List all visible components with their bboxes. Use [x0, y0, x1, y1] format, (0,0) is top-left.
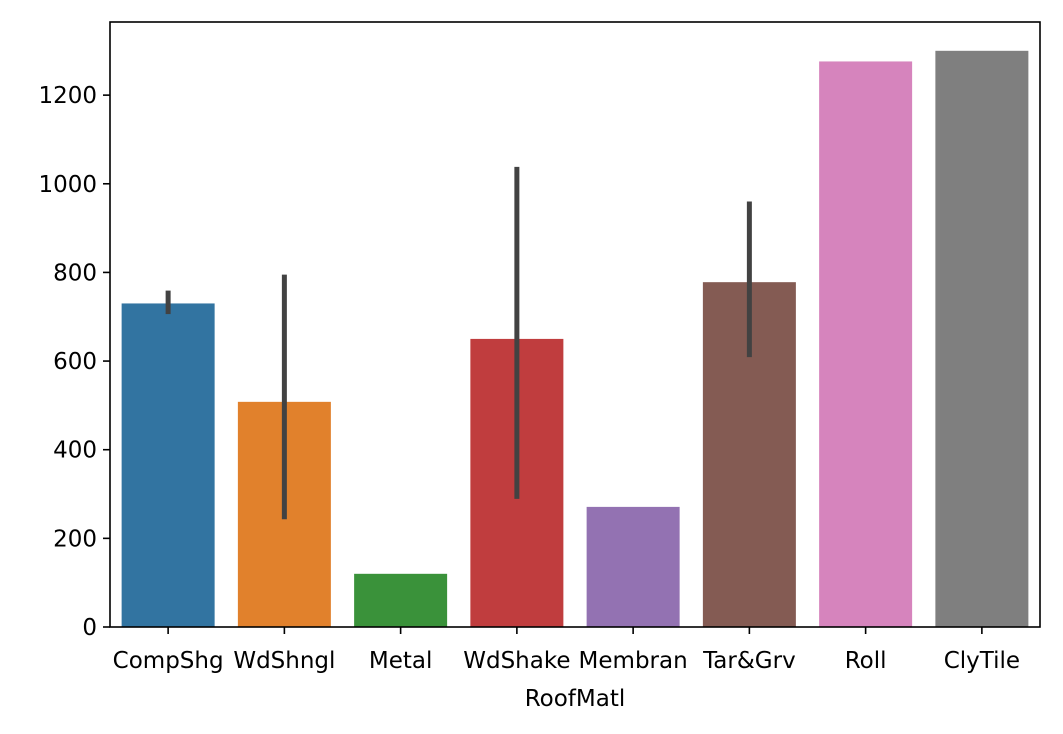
plot-frame — [109, 21, 1041, 628]
x-axis-title: RoofMatl — [525, 686, 626, 712]
x-tick-label-tar-grv: Tar&Grv — [702, 648, 796, 674]
x-tick-label-membran: Membran — [579, 648, 688, 674]
y-tick-label-800: 800 — [53, 260, 97, 286]
y-tick-label-200: 200 — [53, 526, 97, 552]
error-bars-group — [165, 166, 752, 520]
bars-group — [121, 50, 1029, 628]
x-tick-label-wdshngl: WdShngl — [233, 648, 335, 674]
bar-roll — [819, 61, 913, 627]
y-tick-label-1000: 1000 — [38, 172, 97, 198]
x-tick-label-compshg: CompShg — [113, 648, 224, 674]
bar-clytile — [935, 50, 1029, 628]
y-tick-label-0: 0 — [82, 615, 97, 641]
x-tick-label-metal: Metal — [369, 648, 433, 674]
y-axis: 0 200 400 600 800 1000 1200 — [38, 83, 110, 641]
x-tick-label-roll: Roll — [845, 648, 887, 674]
x-axis: CompShg WdShngl Metal WdShake Membran Tar&Grv… — [113, 627, 1020, 674]
y-tick-label-400: 400 — [53, 438, 97, 464]
y-tick-label-1200: 1200 — [38, 83, 97, 109]
bar-membran — [586, 506, 680, 627]
bar-metal — [354, 573, 448, 627]
y-tick-label-600: 600 — [53, 349, 97, 375]
bar-compshg — [121, 303, 215, 627]
x-tick-label-clytile: ClyTile — [944, 648, 1020, 674]
x-tick-label-wdshake: WdShake — [463, 648, 570, 674]
